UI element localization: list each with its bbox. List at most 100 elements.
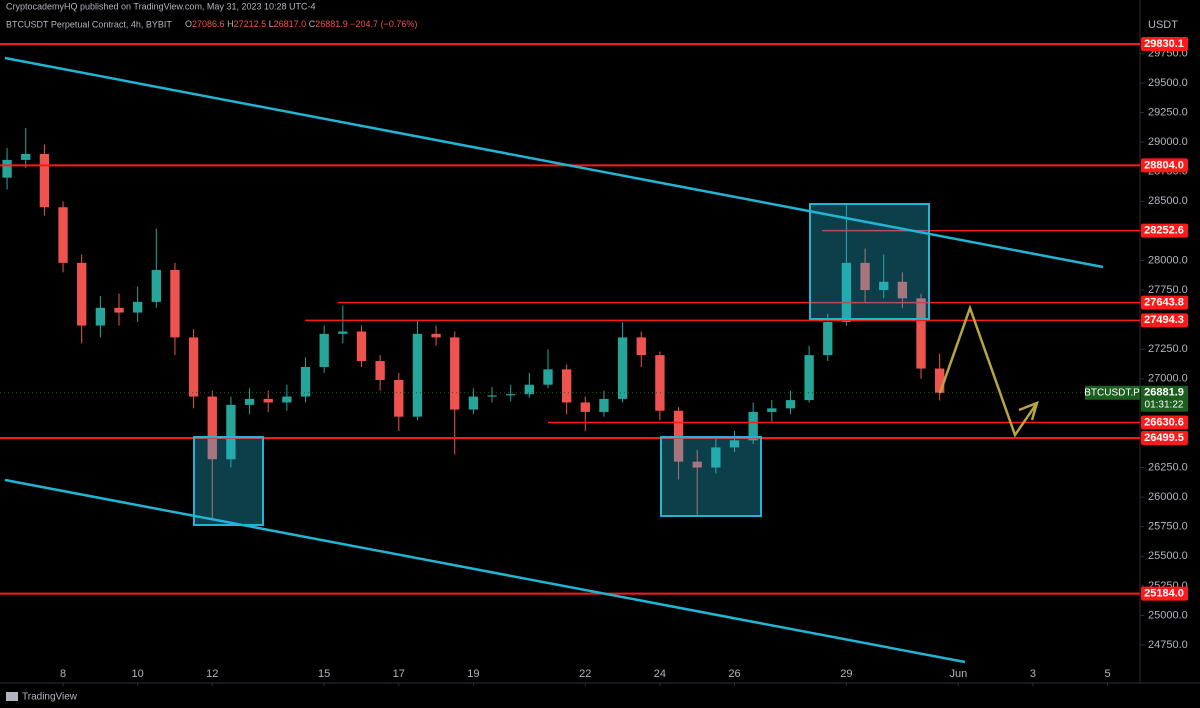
y-tick-label: 25750.0 [1148,521,1188,533]
candle-body [692,461,702,468]
candle-body [711,447,721,468]
symbol-tag-box [1085,385,1140,400]
x-tick-label: 15 [318,668,330,680]
y-tick-label: 28000.0 [1148,254,1188,266]
candle-body [487,395,497,397]
candle-body [748,411,758,441]
candle-body [412,333,423,417]
price-axis: 8 10 12 15 17 19 22 24 26 29 Jun 3 5 24750.0 25000.0 25… [60,36,1188,686]
ohlc-key: C [309,19,316,29]
candle-body [282,396,292,403]
candle-body [450,337,460,410]
publish-header: CryptocademyHQ published on TradingView.… [6,1,316,11]
y-tick-label: 27250.0 [1148,343,1188,355]
symbol-tag: BTCUSDT.P [1084,387,1140,398]
y-tick-label: 29250.0 [1148,106,1188,118]
candle-body [617,337,628,399]
candle-body [263,398,273,403]
y-tick-label: 24750.0 [1148,639,1188,651]
ohlc-value: 27086.6 [192,19,225,29]
level-label: 29830.1 [1144,38,1184,50]
candle-body [916,298,926,369]
candle-body [935,368,945,393]
x-tick-label: 17 [393,668,405,680]
level-label: 27494.3 [1144,314,1184,326]
candle-body [77,262,87,326]
candle-body [207,396,217,460]
unit-label: USDT [1148,19,1178,31]
ohlc-value: 26817.0 [274,19,307,29]
candle-body [375,361,385,380]
candle-body [636,337,646,356]
candle-body [2,159,12,178]
level-label-box [1141,223,1188,238]
x-tick-label: 19 [467,668,479,680]
level-label-box [1141,586,1188,601]
candle-body [841,262,852,323]
level-label-box [1141,158,1188,173]
candle-body [114,307,124,313]
y-tick-label: 29500.0 [1148,77,1188,89]
candle-body [897,281,908,299]
ohlc-value: 27212.5 [234,19,267,29]
arrow-head [1018,400,1039,421]
x-tick-label: 10 [132,668,144,680]
candle-body [804,355,814,401]
candle-body [319,333,329,367]
y-tick-label: 27000.0 [1148,373,1188,385]
symbol-title: BTCUSDT Perpetual Contract, 4h, BYBIT [6,19,172,29]
zone-box [193,436,264,526]
legend: BTCUSDT Perpetual Contract, 4h, BYBIT O2… [6,19,417,29]
level-label-box [1141,313,1188,328]
price-tag-countdown: 01:31:22 [1145,399,1184,410]
drawings [4,56,1104,664]
x-tick-label: 24 [654,668,666,680]
ohlc-key: H [227,19,234,29]
price-tag-value: 26881.9 [1144,387,1184,399]
level-label-box [1141,431,1188,446]
candle-body [599,398,609,412]
candle-body [785,400,796,409]
candle-body [226,404,236,460]
trend-line [4,56,1104,269]
candle-body [58,207,68,263]
candle-body [132,301,143,313]
level-label-box [1141,295,1188,310]
candle-body [543,369,553,385]
level-label-box [1141,36,1188,51]
candle-body [468,396,479,410]
ohlc-value: 26881.9 [315,19,348,29]
brand-logo [6,692,18,701]
candle-body [170,269,180,338]
x-tick-label: 12 [206,668,218,680]
candle-body [39,153,50,208]
footer-brand: TradingView [22,692,78,703]
level-label: 28252.6 [1144,224,1184,236]
ohlc-key: L [269,19,274,29]
y-tick-label: 26250.0 [1148,461,1188,473]
candle-body [188,337,199,397]
x-tick-label: 29 [840,668,852,680]
level-label: 26630.6 [1144,416,1184,428]
candle-body [431,333,441,338]
candle-body [506,394,516,396]
level-label: 28804.0 [1144,159,1184,171]
change: −204.7 (−0.76%) [350,19,417,29]
y-tick-label: 29000.0 [1148,136,1188,148]
candle-body [879,281,889,291]
level-label-box [1141,415,1188,430]
x-tick-label: 22 [579,668,591,680]
x-tick-label: 8 [60,668,66,680]
candle-body [561,369,572,403]
x-tick-label: 26 [728,668,740,680]
zone-box [809,203,930,320]
y-tick-label: 28500.0 [1148,195,1188,207]
level-label: 26499.5 [1144,432,1184,444]
x-tick-label: Jun [949,668,967,680]
price-tag-box [1141,385,1188,412]
level-label: 27643.8 [1144,297,1184,309]
candle-body [338,331,348,334]
